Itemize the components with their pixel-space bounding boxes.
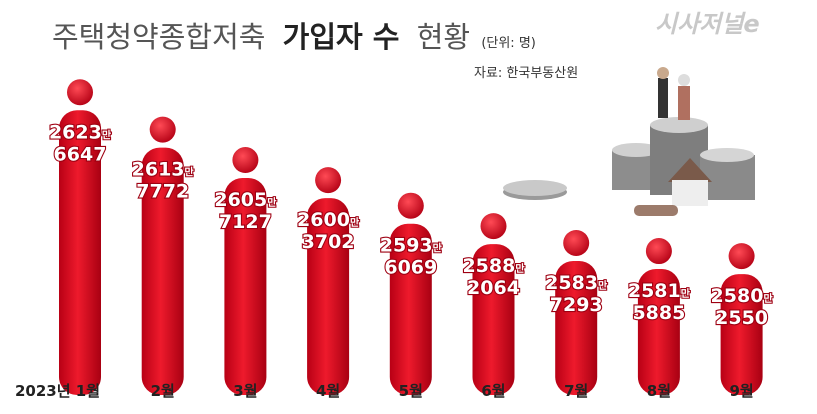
bar-head bbox=[397, 192, 424, 219]
value-label: 2613만 7772 bbox=[132, 159, 195, 203]
logo: 시사저널e bbox=[655, 10, 760, 38]
bar-head bbox=[480, 213, 507, 240]
bar bbox=[389, 223, 432, 395]
bar-head bbox=[728, 243, 755, 270]
bar bbox=[637, 269, 680, 395]
value-label: 2605만 7127 bbox=[214, 189, 277, 233]
value-label: 2600만 3702 bbox=[297, 209, 360, 253]
value-label: 2623만 6647 bbox=[49, 121, 112, 165]
value-label: 2580만 2550 bbox=[711, 285, 774, 329]
bar-head bbox=[67, 79, 93, 106]
source: 자료: 한국부동산원 bbox=[474, 66, 578, 81]
bar-head bbox=[149, 116, 176, 143]
bar bbox=[307, 198, 350, 395]
bar-head bbox=[645, 238, 672, 265]
value-label: 2581만 5885 bbox=[628, 280, 691, 324]
bar bbox=[141, 147, 184, 395]
value-label: 2588만 2064 bbox=[462, 255, 525, 299]
bar bbox=[555, 260, 598, 395]
bar bbox=[720, 274, 763, 395]
bar bbox=[224, 178, 267, 395]
value-label: 2583만 7293 bbox=[545, 272, 608, 316]
chart-title: 주택청약종합저축 가입자 수 현황 (단위: 명) bbox=[52, 20, 536, 54]
x-tick-label: 4월 bbox=[316, 382, 340, 400]
bar bbox=[59, 110, 101, 396]
x-tick-label: 9월 bbox=[729, 382, 753, 400]
x-tick-label: 8월 bbox=[647, 382, 671, 400]
x-tick-label: 6월 bbox=[481, 382, 505, 400]
x-tick-label: 7월 bbox=[564, 382, 588, 400]
x-tick-label: 2월 bbox=[151, 382, 175, 400]
x-tick-label: 2023년 1월 bbox=[15, 382, 100, 400]
x-tick-label: 5월 bbox=[399, 382, 423, 400]
bar-head bbox=[563, 229, 590, 256]
bar-head bbox=[232, 147, 259, 174]
value-label: 2593만 6069 bbox=[380, 235, 443, 279]
x-tick-label: 3월 bbox=[233, 382, 257, 400]
bar bbox=[472, 244, 515, 395]
illustration bbox=[503, 67, 755, 216]
bar-head bbox=[315, 167, 342, 194]
